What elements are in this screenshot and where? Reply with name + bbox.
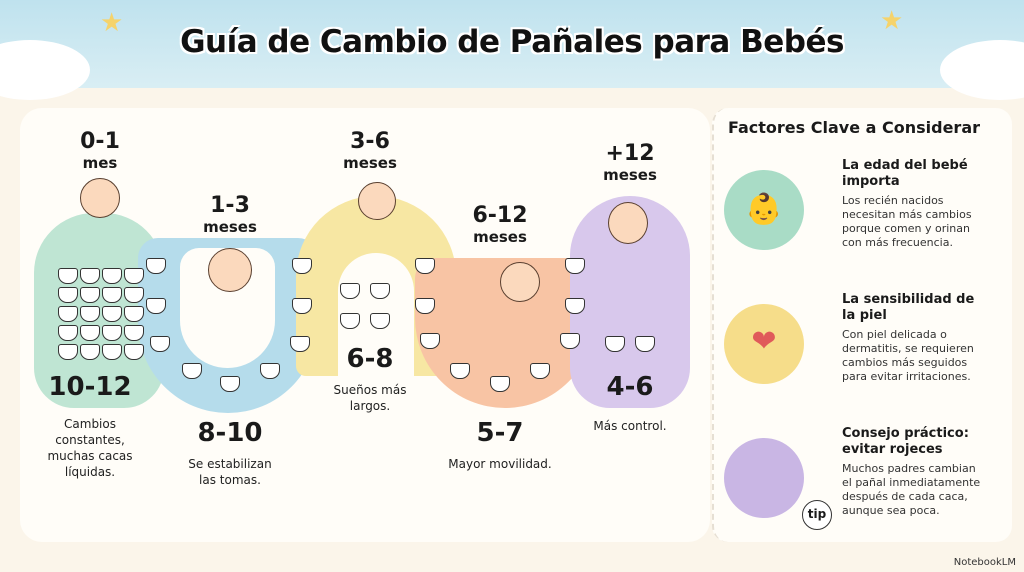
stage-4-desc: Más control.: [593, 419, 667, 433]
diaper-icon: [565, 298, 585, 314]
diaper-icon: [58, 268, 78, 284]
diaper-icon: [80, 344, 100, 360]
toddler-icon: [608, 202, 648, 244]
skin-irritation-icon: [724, 304, 804, 384]
stage-2-desc: Sueños más largos.: [333, 383, 407, 413]
diaper-icon: [450, 363, 470, 379]
factor-title: La sensibilidad de la piel: [842, 292, 975, 323]
diaper-icon: [102, 344, 122, 360]
factor-text: Los recién nacidos necesitan más cambios…: [842, 194, 972, 249]
stage-0-age: 0-1 mes: [80, 129, 120, 173]
diaper-icon: [415, 298, 435, 314]
stage-1-desc: Se estabilizan las tomas.: [188, 457, 272, 487]
stage-2-count: 6-8: [346, 344, 394, 374]
stage-3-count: 5-7: [476, 418, 524, 448]
factor-text: Con piel delicada o dermatitis, se requi…: [842, 328, 974, 383]
diaper-icon: [415, 258, 435, 274]
diaper-icon: [146, 298, 166, 314]
diaper-icon: [124, 287, 144, 303]
diaper-icon: [102, 306, 122, 322]
factors-heading: Factores Clave a Considerar: [728, 118, 981, 137]
factor-skin: La sensibilidad de la piel Con piel deli…: [784, 284, 996, 408]
stage-2-age: 3-6 meses: [343, 129, 397, 173]
crawling-baby-icon: [500, 262, 540, 302]
diaper-icon: [124, 306, 144, 322]
diaper-icon: [58, 306, 78, 322]
stage-1-age: 1-3 meses: [203, 193, 257, 237]
diaper-icon: [490, 376, 510, 392]
diaper-icon: [80, 287, 100, 303]
tip-badge: tip: [802, 500, 832, 530]
factor-title: La edad del bebé importa: [842, 158, 968, 189]
factor-text: Muchos padres cambian el pañal inmediata…: [842, 462, 981, 517]
diaper-icon: [340, 283, 360, 299]
diaper-icon: [370, 283, 390, 299]
factor-title: Consejo práctico: evitar rojeces: [842, 426, 969, 457]
diaper-icon: [102, 287, 122, 303]
diaper-icon: [102, 268, 122, 284]
diaper-icon: [58, 287, 78, 303]
diaper-icon: [80, 306, 100, 322]
diaper-icon: [124, 344, 144, 360]
diaper-icon: [124, 325, 144, 341]
stage-1-count: 8-10: [197, 418, 263, 448]
diaper-icon: [146, 258, 166, 274]
factor-tip: Consejo práctico: evitar rojeces Muchos …: [784, 418, 996, 542]
diaper-icon: [124, 268, 144, 284]
diaper-icon: [292, 258, 312, 274]
diaper-icon: [292, 298, 312, 314]
diaper-icon: [420, 333, 440, 349]
diaper-icon: [58, 344, 78, 360]
swaddled-baby-icon: 👶: [745, 192, 783, 227]
diaper-icon: [565, 258, 585, 274]
diaper-icon: [635, 336, 655, 352]
diaper-icon: [220, 376, 240, 392]
diaper-icon: [182, 363, 202, 379]
factors-panel: Factores Clave a Considerar La edad del …: [712, 108, 1012, 542]
timeline-card: 0-1 mes 1-3 meses 3-6 meses 6-12 meses +12 me…: [20, 108, 710, 542]
diaper-icon: [80, 268, 100, 284]
stage-4-age: +12 meses: [603, 141, 657, 185]
diaper-icon: [58, 325, 78, 341]
star-icon: ★: [880, 6, 904, 36]
factor-age: La edad del bebé importa Los recién naci…: [784, 150, 996, 274]
swaddled-baby-icon: [80, 178, 120, 218]
heart-icon: ❤: [751, 324, 777, 359]
diaper-icon: [102, 325, 122, 341]
diaper-icon: [340, 313, 360, 329]
notebooklm-watermark: NotebookLM: [953, 557, 1016, 568]
diaper-icon: [560, 333, 580, 349]
diaper-icon: [290, 336, 310, 352]
diaper-change-icon: [724, 438, 804, 518]
stage-4-count: 4-6: [606, 372, 654, 402]
stage-0-desc: Cambios constantes, muchas cacas líquida…: [47, 417, 133, 479]
diaper-icon: [260, 363, 280, 379]
stage-3-desc: Mayor movilidad.: [448, 457, 552, 471]
diaper-icon: [605, 336, 625, 352]
sitting-baby-icon: [208, 248, 252, 292]
tummy-time-baby-icon: [358, 182, 396, 220]
page-title: Guía de Cambio de Pañales para Bebés: [180, 24, 844, 60]
diaper-icon: [80, 325, 100, 341]
diaper-icon: [370, 313, 390, 329]
diaper-icon: [150, 336, 170, 352]
diaper-icon: [530, 363, 550, 379]
baby-bottles-icon: [724, 170, 804, 250]
stage-0-count: 10-12: [48, 372, 132, 402]
stage-3-age: 6-12 meses: [472, 203, 528, 247]
star-icon: ★: [100, 8, 124, 38]
title-banner: ★ ★ Guía de Cambio de Pañales para Bebés: [0, 0, 1024, 100]
